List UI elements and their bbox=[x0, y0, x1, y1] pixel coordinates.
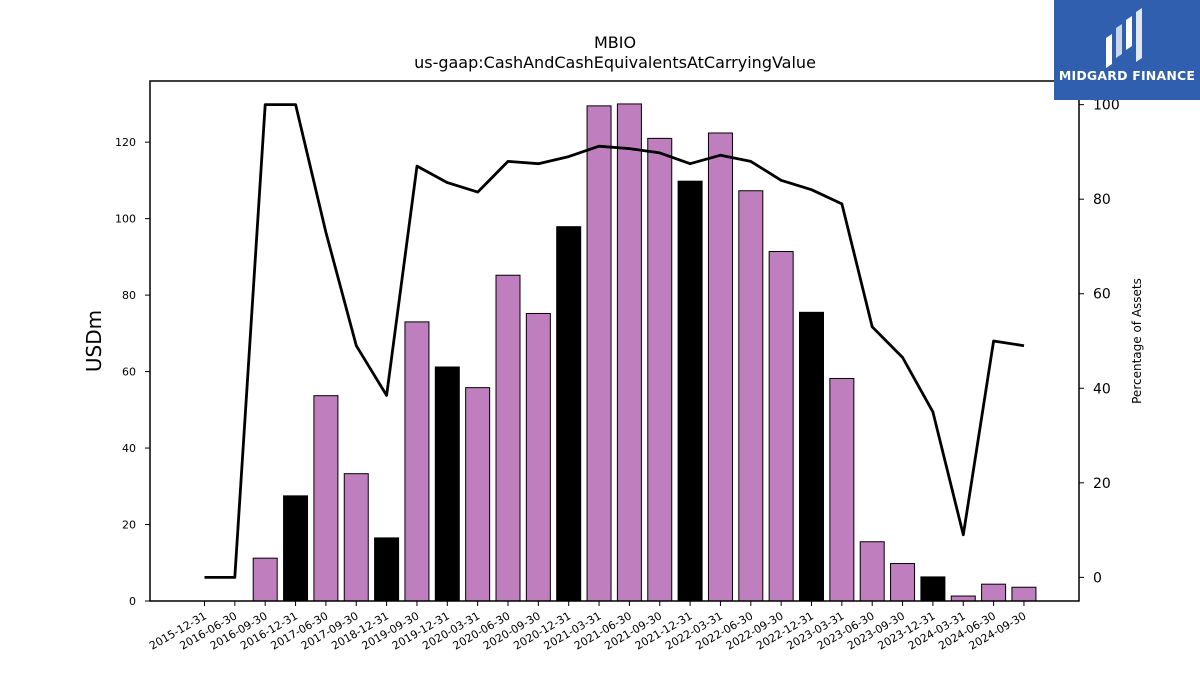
bar-2023-09-30 bbox=[890, 563, 916, 602]
bar-2024-09-30 bbox=[1011, 586, 1037, 602]
chart-title: MBIO bbox=[594, 33, 636, 52]
logo-text: MIDGARD FINANCE bbox=[1058, 68, 1196, 83]
bars-layer bbox=[252, 103, 1037, 602]
bar-2020-03-31 bbox=[465, 387, 491, 602]
bar-2021-06-30 bbox=[616, 103, 642, 602]
y-tick-label-40: 40 bbox=[122, 442, 136, 455]
y2-tick-label-40: 40 bbox=[1093, 381, 1111, 397]
bar-2021-09-30 bbox=[647, 137, 673, 602]
bar-2022-09-30 bbox=[768, 251, 794, 602]
midgard-finance-logo: MIDGARD FINANCE bbox=[1054, 0, 1200, 100]
bar-2021-12-31 bbox=[677, 180, 703, 602]
y-tick-label-20: 20 bbox=[122, 519, 136, 532]
y-tick-label-60: 60 bbox=[122, 366, 136, 379]
bar-2016-09-30 bbox=[252, 557, 278, 602]
y-tick-label-0: 0 bbox=[129, 595, 136, 608]
y2-tick-label-100: 100 bbox=[1093, 98, 1120, 114]
bar-2021-03-31 bbox=[586, 105, 612, 602]
bar-2018-12-31 bbox=[374, 537, 400, 602]
y-tick-label-100: 100 bbox=[115, 213, 136, 226]
bar-2019-12-31 bbox=[434, 366, 460, 602]
bar-2016-12-31 bbox=[283, 495, 309, 602]
chart-subtitle: us-gaap:CashAndCashEquivalentsAtCarrying… bbox=[414, 53, 816, 72]
y2-tick-label-0: 0 bbox=[1093, 570, 1102, 586]
line-layer bbox=[204, 103, 1025, 579]
y-tick-label-80: 80 bbox=[122, 289, 136, 302]
bar-2023-06-30 bbox=[859, 541, 885, 602]
bar-2024-06-30 bbox=[981, 583, 1007, 602]
percentage-of-assets-line bbox=[204, 103, 1025, 579]
bar-2022-03-31 bbox=[707, 132, 733, 602]
y2-axis-label: Percentage of Assets bbox=[1130, 278, 1144, 404]
bar-2017-06-30 bbox=[313, 395, 339, 602]
y-axis-right: 0 20 40 60 80 100 bbox=[1079, 98, 1120, 586]
y-tick-label-120: 120 bbox=[115, 136, 136, 149]
bar-2022-12-31 bbox=[799, 311, 824, 602]
y2-tick-label-20: 20 bbox=[1093, 476, 1111, 492]
y2-tick-label-60: 60 bbox=[1093, 287, 1111, 303]
bar-2022-06-30 bbox=[738, 190, 764, 602]
y-axis-left: 0 20 40 60 80 100 120 bbox=[115, 136, 150, 608]
bar-2020-12-31 bbox=[556, 226, 582, 602]
bar-2023-03-31 bbox=[829, 377, 855, 602]
bar-2023-12-31 bbox=[920, 576, 946, 602]
bar-2020-09-30 bbox=[525, 312, 551, 602]
x-axis: 2015-12-312016-06-302016-09-302016-12-31… bbox=[147, 601, 1028, 653]
bar-2017-09-30 bbox=[343, 473, 369, 602]
y2-tick-label-80: 80 bbox=[1093, 192, 1111, 208]
y-axis-label: USDm bbox=[82, 310, 106, 372]
plot-frame bbox=[149, 80, 1080, 602]
logo-mark-icon bbox=[1106, 8, 1142, 68]
bar-2020-06-30 bbox=[495, 274, 521, 602]
bar-2019-09-30 bbox=[404, 321, 430, 602]
